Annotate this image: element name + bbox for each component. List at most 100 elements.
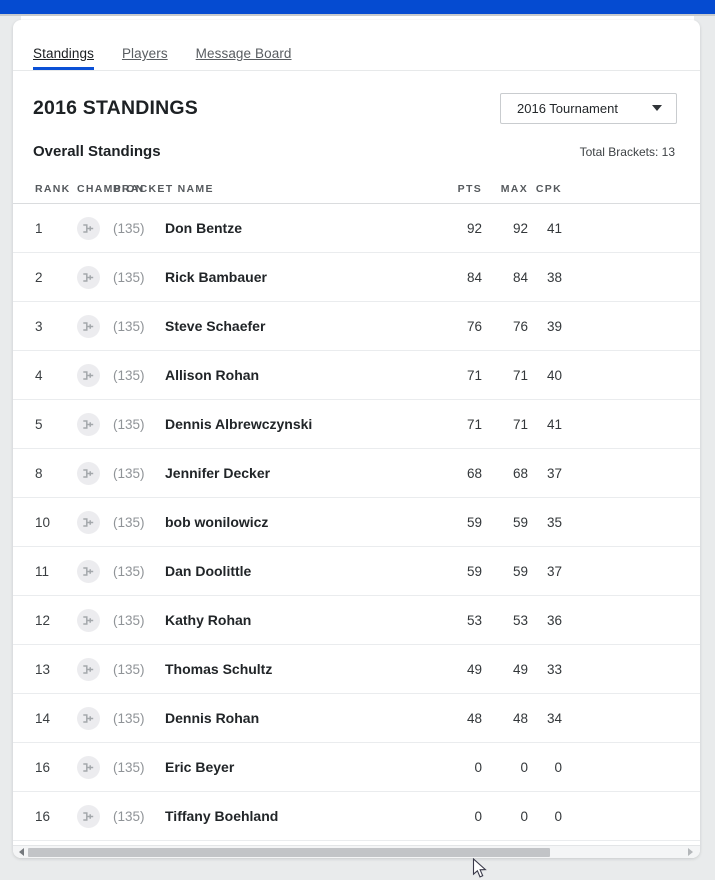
max-cell: 0 — [520, 759, 528, 775]
page-title: 2016 STANDINGS — [33, 96, 198, 119]
rank-cell: 14 — [35, 710, 51, 726]
table-row[interactable]: 11 (135) Dan Doolittle 59 59 37 — [13, 547, 700, 596]
rank-cell: 16 — [35, 808, 51, 824]
pick-count-cell: (135) — [113, 367, 145, 383]
pick-count-cell: (135) — [113, 612, 145, 628]
champion-cell — [77, 363, 113, 387]
rank-cell: 3 — [35, 318, 43, 334]
max-cell: 92 — [512, 220, 528, 236]
top-accent-bar — [0, 0, 715, 14]
max-cell: 84 — [512, 269, 528, 285]
tournament-bracket-icon — [77, 461, 100, 485]
standings-table-body: 1 (135) Don Bentze 92 92 41 2 (135) Rick… — [13, 204, 700, 841]
pick-count-cell: (135) — [113, 318, 145, 334]
tournament-bracket-icon — [77, 363, 100, 387]
col-header-max: MAX — [500, 183, 528, 195]
max-cell: 59 — [512, 563, 528, 579]
champion-cell — [77, 608, 113, 632]
pts-cell: 92 — [466, 220, 482, 236]
tab-standings[interactable]: Standings — [33, 46, 94, 70]
pts-cell: 48 — [466, 710, 482, 726]
table-row[interactable]: 16 (135) Tiffany Boehland 0 0 0 — [13, 792, 700, 841]
max-cell: 49 — [512, 661, 528, 677]
cpk-cell: 37 — [546, 465, 562, 481]
table-row[interactable]: 12 (135) Kathy Rohan 53 53 36 — [13, 596, 700, 645]
max-cell: 48 — [512, 710, 528, 726]
table-row[interactable]: 4 (135) Allison Rohan 71 71 40 — [13, 351, 700, 400]
bracket-name-cell: Dennis Albrewczynski — [165, 416, 313, 432]
table-row[interactable]: 1 (135) Don Bentze 92 92 41 — [13, 204, 700, 253]
scrollbar-left-button[interactable] — [14, 846, 29, 858]
tournament-bracket-icon — [77, 657, 100, 681]
tournament-dropdown-value: 2016 Tournament — [517, 100, 618, 116]
cpk-cell: 35 — [546, 514, 562, 530]
max-cell: 53 — [512, 612, 528, 628]
table-row[interactable]: 14 (135) Dennis Rohan 48 48 34 — [13, 694, 700, 743]
tournament-bracket-icon — [77, 559, 100, 583]
table-row[interactable]: 10 (135) bob wonilowicz 59 59 35 — [13, 498, 700, 547]
pts-cell: 53 — [466, 612, 482, 628]
tournament-bracket-icon — [77, 510, 100, 534]
tournament-bracket-icon — [77, 314, 100, 338]
pick-count-cell: (135) — [113, 416, 145, 432]
tournament-bracket-icon — [77, 706, 100, 730]
pick-count-cell: (135) — [113, 220, 145, 236]
pick-count-cell: (135) — [113, 514, 145, 530]
pick-count-cell: (135) — [113, 269, 145, 285]
tournament-dropdown[interactable]: 2016 Tournament — [500, 92, 677, 124]
cpk-cell: 41 — [546, 220, 562, 236]
champion-cell — [77, 510, 113, 534]
bracket-name-cell: bob wonilowicz — [165, 514, 269, 530]
mouse-cursor — [472, 858, 487, 878]
bracket-name-cell: Steve Schaefer — [165, 318, 266, 334]
champion-cell — [77, 657, 113, 681]
rank-cell: 16 — [35, 759, 51, 775]
tab-players[interactable]: Players — [121, 46, 168, 61]
bracket-name-cell: Tiffany Boehland — [165, 808, 279, 824]
horizontal-scrollbar[interactable] — [13, 845, 700, 858]
table-row[interactable]: 2 (135) Rick Bambauer 84 84 38 — [13, 253, 700, 302]
table-row[interactable]: 16 (135) Eric Beyer 0 0 0 — [13, 743, 700, 792]
bracket-name-cell: Don Bentze — [165, 220, 242, 236]
rank-cell: 1 — [35, 220, 43, 236]
cpk-cell: 33 — [546, 661, 562, 677]
champion-cell — [77, 461, 113, 485]
pick-count-cell: (135) — [113, 759, 145, 775]
tournament-bracket-icon — [77, 608, 100, 632]
champion-cell — [77, 706, 113, 730]
rank-cell: 10 — [35, 514, 51, 530]
pick-count-cell: (135) — [113, 661, 145, 677]
pts-cell: 76 — [466, 318, 482, 334]
bracket-name-cell: Eric Beyer — [165, 759, 235, 775]
section-row: Overall Standings Total Brackets: 13 — [13, 131, 700, 160]
scrollbar-right-button[interactable] — [683, 846, 698, 858]
scrollbar-thumb[interactable] — [28, 848, 550, 857]
champion-cell — [77, 265, 113, 289]
bracket-name-cell: Dan Doolittle — [165, 563, 252, 579]
table-row[interactable]: 13 (135) Thomas Schultz 49 49 33 — [13, 645, 700, 694]
max-cell: 68 — [512, 465, 528, 481]
champion-cell — [77, 216, 113, 240]
tab-message-board[interactable]: Message Board — [195, 46, 292, 61]
rank-cell: 12 — [35, 612, 51, 628]
cpk-cell: 36 — [546, 612, 562, 628]
cpk-cell: 39 — [546, 318, 562, 334]
table-row[interactable]: 3 (135) Steve Schaefer 76 76 39 — [13, 302, 700, 351]
tournament-bracket-icon — [77, 804, 100, 828]
table-row[interactable]: 8 (135) Jennifer Decker 68 68 37 — [13, 449, 700, 498]
col-header-bracket-name: BRACKET NAME — [113, 183, 214, 195]
bracket-name-cell: Dennis Rohan — [165, 710, 260, 726]
table-row[interactable]: 5 (135) Dennis Albrewczynski 71 71 41 — [13, 400, 700, 449]
tab-bar: Standings Players Message Board — [13, 20, 700, 71]
cpk-cell: 34 — [546, 710, 562, 726]
bracket-name-cell: Kathy Rohan — [165, 612, 252, 628]
caret-down-icon — [652, 105, 662, 111]
tournament-bracket-icon — [77, 216, 100, 240]
champion-cell — [77, 412, 113, 436]
arrow-right-icon — [688, 848, 693, 856]
total-brackets-label: Total Brackets: 13 — [579, 145, 675, 159]
champion-cell — [77, 755, 113, 779]
top-bar-divider — [0, 14, 715, 16]
cpk-cell: 37 — [546, 563, 562, 579]
bracket-name-cell: Thomas Schultz — [165, 661, 273, 677]
